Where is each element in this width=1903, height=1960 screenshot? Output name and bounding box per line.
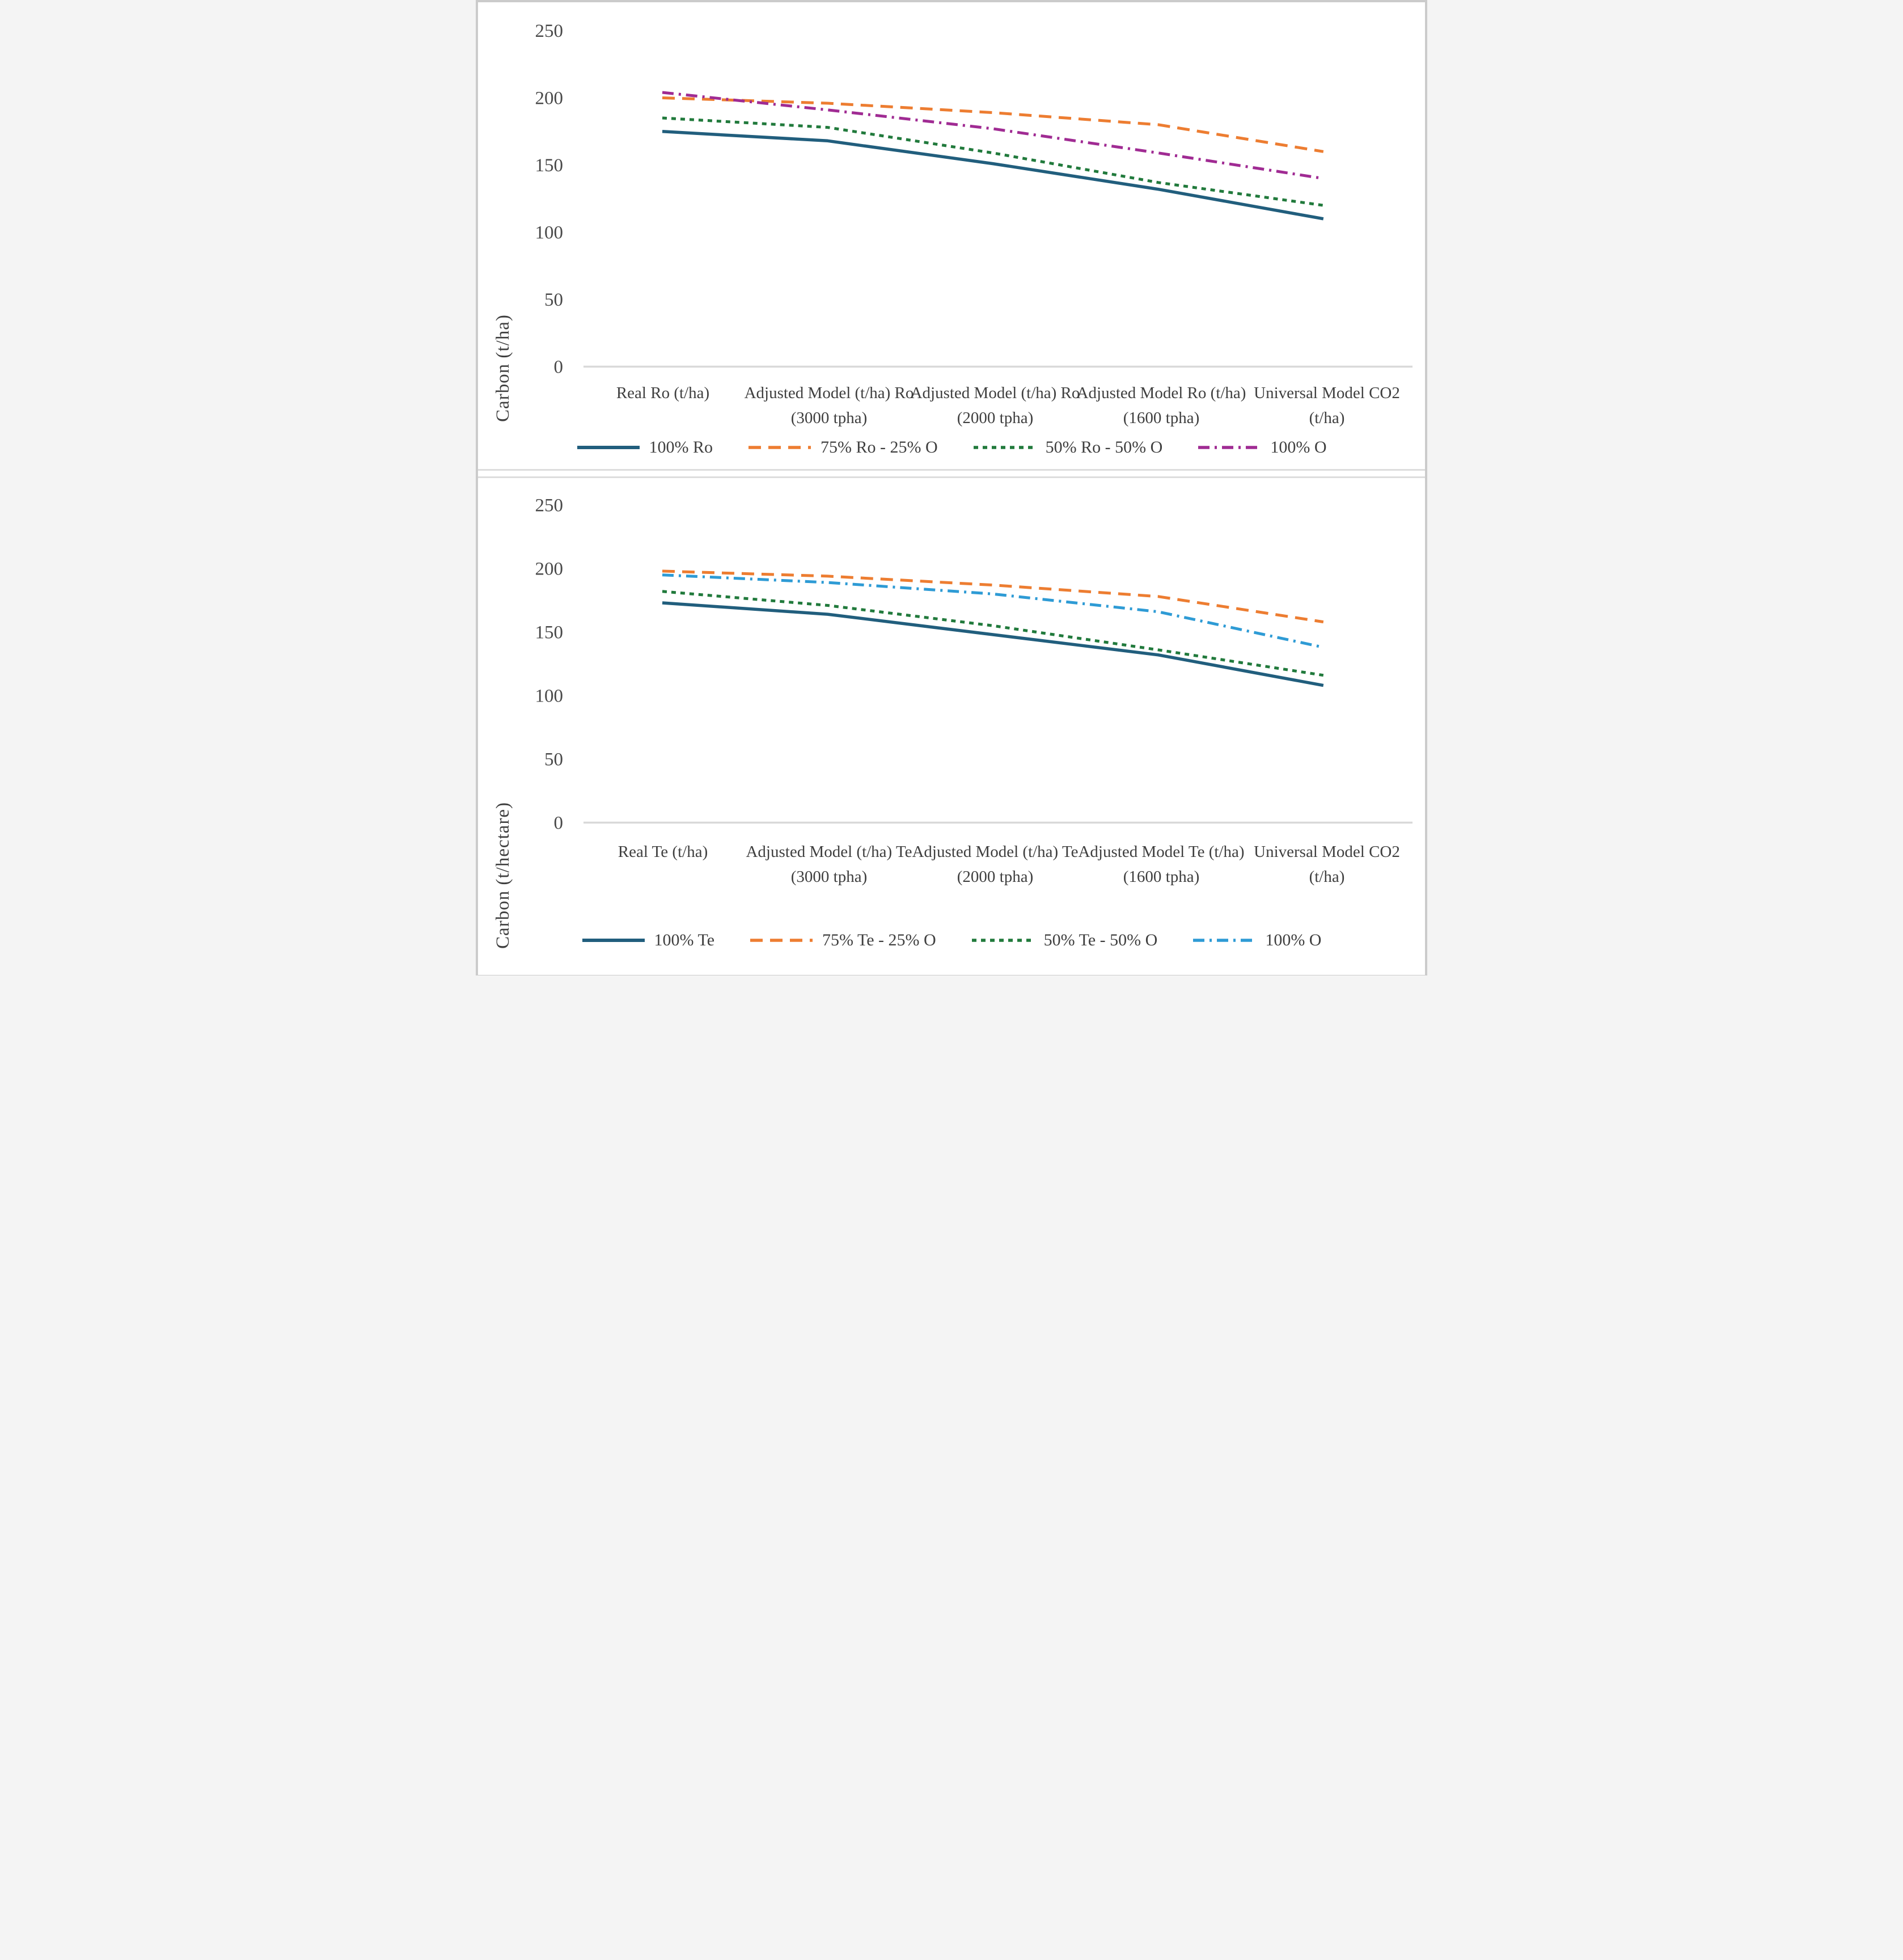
data-series-line [662, 96, 1324, 153]
legend-item: 75% Te - 25% O [750, 931, 936, 950]
y-tick-label: 50 [544, 750, 563, 770]
x-category-label: Adjusted Model Ro (t/ha) (1600 tpha) [1076, 384, 1246, 427]
x-category-label: Adjusted Model (t/ha) Ro (2000 tpha) [910, 384, 1080, 427]
legend-label: 100% O [1270, 438, 1327, 457]
figure-two-stacked-line-charts: Carbon (t/ha) 250 200 150 100 50 0 Real Ro (t… [476, 0, 1427, 975]
data-series-line [662, 91, 1324, 180]
y-tick-label: 250 [535, 496, 564, 516]
x-category-label: Universal Model CO2 (t/ha) [1254, 843, 1400, 886]
legend-label: 100% Te [654, 931, 715, 949]
legend-item: 100% Ro [577, 438, 713, 457]
legend-label: 75% Ro - 25% O [821, 438, 938, 457]
chart-panel-ro: Carbon (t/ha) 250 200 150 100 50 0 Real Ro (t… [478, 2, 1425, 471]
x-category-label: Adjusted Model (t/ha) Te (2000 tpha) [912, 843, 1079, 886]
data-series-line [662, 573, 1324, 649]
data-series-line [662, 130, 1324, 221]
legend-label: 75% Te - 25% O [822, 931, 936, 949]
data-series-line [662, 116, 1324, 207]
x-category-label: Adjusted Model (t/ha) Ro (3000 tpha) [744, 384, 914, 427]
x-category-label: Universal Model CO2 (t/ha) [1254, 384, 1400, 427]
x-category-label: Real Ro (t/ha) [616, 384, 710, 402]
y-tick-label: 150 [535, 623, 564, 643]
legend-item: 100% Te [582, 931, 715, 950]
legend-label: 50% Te - 50% O [1043, 931, 1158, 949]
y-tick-label: 200 [535, 559, 564, 580]
y-tick-label: 250 [535, 21, 564, 41]
y-tick-label: 100 [535, 223, 564, 243]
y-tick-label: 0 [554, 813, 564, 834]
legend-line-icon [1198, 446, 1261, 449]
y-tick-label: 100 [535, 686, 564, 707]
line-plot-te: 250 200 150 100 50 0 [535, 496, 1413, 834]
x-category-label: Real Te (t/ha) [618, 843, 708, 861]
x-category-label: Adjusted Model (t/ha) Te (3000 tpha) [746, 843, 912, 886]
legend-line-icon [1193, 939, 1256, 942]
legend-item: 100% O [1198, 438, 1326, 457]
legend-line-icon [971, 939, 1034, 942]
legend-label: 50% Ro - 50% O [1045, 438, 1163, 457]
data-series-line [662, 569, 1324, 624]
y-tick-label: 150 [535, 155, 564, 176]
line-plot-ro: 250 200 150 100 50 0 [535, 21, 1413, 378]
legend-item: 100% O [1192, 931, 1321, 950]
legend-line-icon [582, 939, 645, 942]
legend-line-icon [750, 939, 813, 942]
legend-label: 100% Ro [649, 438, 713, 457]
legend-label: 100% O [1265, 931, 1322, 949]
y-tick-label: 0 [554, 357, 564, 378]
legend-line-icon [577, 446, 640, 449]
y-tick-label: 50 [544, 290, 563, 310]
legend-item: 50% Ro - 50% O [973, 438, 1163, 457]
data-series-line [662, 590, 1324, 677]
chart-panel-te: Carbon (t/hectare) 250 200 150 100 50 0 Real … [478, 476, 1425, 975]
data-series-line [662, 601, 1324, 687]
chart-legend: 100% Ro 75% Ro - 25% O 50% Ro - 50% O 10… [478, 438, 1425, 457]
chart-legend: 100% Te 75% Te - 25% O 50% Te - 50% O 10… [478, 931, 1425, 950]
legend-line-icon [748, 446, 811, 449]
y-tick-label: 200 [535, 88, 564, 109]
legend-item: 75% Ro - 25% O [748, 438, 938, 457]
legend-line-icon [973, 446, 1036, 449]
legend-item: 50% Te - 50% O [971, 931, 1158, 950]
x-category-label: Adjusted Model Te (t/ha) (1600 tpha) [1078, 843, 1245, 886]
